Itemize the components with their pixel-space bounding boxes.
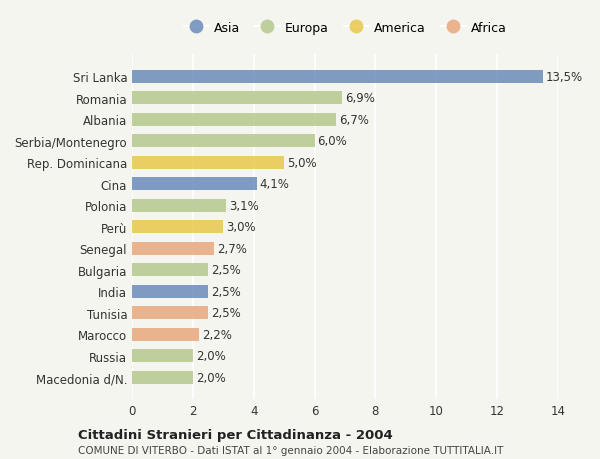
Bar: [132, 263, 208, 276]
Text: 2,0%: 2,0%: [196, 371, 226, 384]
Bar: [132, 178, 257, 191]
Text: 6,7%: 6,7%: [339, 113, 369, 127]
Bar: [132, 307, 208, 319]
Bar: [132, 328, 199, 341]
Text: 2,5%: 2,5%: [211, 263, 241, 277]
Text: 3,0%: 3,0%: [226, 221, 256, 234]
Bar: [132, 242, 214, 255]
Bar: [132, 157, 284, 169]
Text: 2,2%: 2,2%: [202, 328, 232, 341]
Legend: Asia, Europa, America, Africa: Asia, Europa, America, Africa: [179, 17, 511, 39]
Bar: [132, 92, 342, 105]
Text: 2,5%: 2,5%: [211, 307, 241, 319]
Text: 2,5%: 2,5%: [211, 285, 241, 298]
Bar: [132, 199, 226, 212]
Bar: [132, 371, 193, 384]
Text: COMUNE DI VITERBO - Dati ISTAT al 1° gennaio 2004 - Elaborazione TUTTITALIA.IT: COMUNE DI VITERBO - Dati ISTAT al 1° gen…: [78, 446, 503, 455]
Text: 4,1%: 4,1%: [260, 178, 290, 191]
Text: 3,1%: 3,1%: [229, 199, 259, 212]
Text: Cittadini Stranieri per Cittadinanza - 2004: Cittadini Stranieri per Cittadinanza - 2…: [78, 428, 393, 442]
Bar: [132, 135, 314, 148]
Bar: [132, 221, 223, 234]
Text: 2,0%: 2,0%: [196, 349, 226, 362]
Text: 6,9%: 6,9%: [345, 92, 375, 105]
Bar: [132, 349, 193, 362]
Bar: [132, 113, 336, 127]
Text: 13,5%: 13,5%: [546, 71, 583, 84]
Text: 2,7%: 2,7%: [217, 242, 247, 255]
Bar: [132, 285, 208, 298]
Bar: [132, 71, 543, 84]
Text: 6,0%: 6,0%: [317, 135, 347, 148]
Text: 5,0%: 5,0%: [287, 157, 317, 169]
